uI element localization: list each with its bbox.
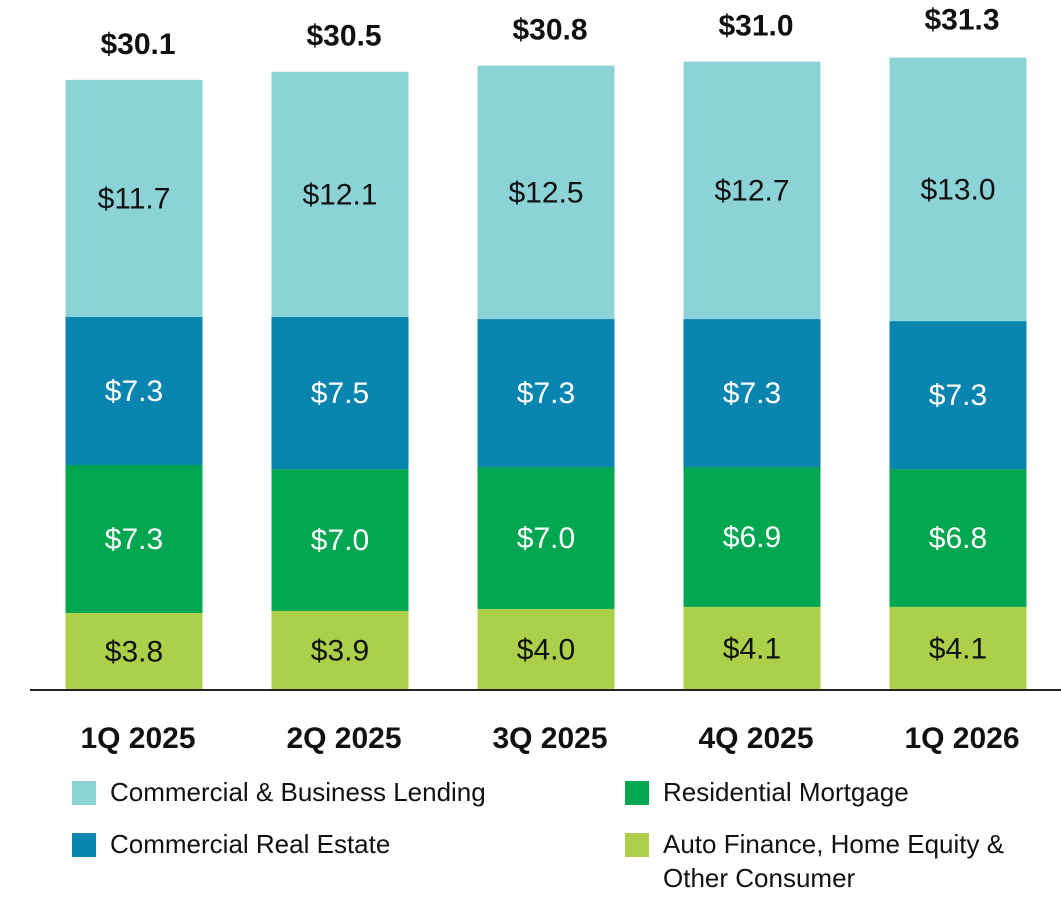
x-tick-label: 3Q 2025 [492,722,607,755]
legend-swatch [72,833,96,857]
legend-label: Auto Finance, Home Equity & Other Consum… [663,829,1005,893]
segment-label: $7.3 [517,377,575,410]
legend-swatch [625,833,649,857]
bar-segment [65,79,203,318]
bar-segment [271,317,409,470]
legend-swatch [625,781,649,805]
bar-segment [65,612,203,690]
segment-label: $4.0 [517,633,575,666]
segment-label: $13.0 [920,173,995,206]
x-tick-label: 4Q 2025 [698,722,813,755]
x-tick-label: 2Q 2025 [286,722,401,755]
bar-segment [65,465,203,613]
segment-label: $7.0 [517,522,575,555]
segment-label: $4.1 [929,632,987,665]
x-tick-label: 1Q 2025 [80,722,195,755]
bar-segment [271,469,409,611]
bar-segment [271,71,409,318]
segment-label: $7.3 [105,523,163,556]
legend-swatch [72,781,96,805]
segment-label: $7.3 [105,375,163,408]
bar-segment [683,467,821,607]
legend-label: Commercial Real Estate [110,829,391,859]
segment-label: $3.8 [105,635,163,668]
bar-segment [271,610,409,690]
bar-segment [683,606,821,690]
segment-label: $6.8 [929,522,987,555]
segment-label: $11.7 [98,182,171,215]
segment-label: $6.9 [723,521,781,554]
bar-segment [477,608,615,690]
total-label: $30.8 [512,14,587,47]
bar-segment [889,57,1027,322]
segment-label: $4.1 [723,632,781,665]
total-label: $31.0 [718,10,793,43]
total-label: $30.1 [100,28,175,61]
total-label: $31.3 [924,3,999,36]
segment-label: $7.0 [311,524,369,557]
segment-label: $12.7 [714,174,789,207]
legend-label: Commercial & Business Lending [110,777,486,807]
bar-segment [477,65,615,320]
bar-segment [683,61,821,320]
segment-label: $12.5 [508,176,583,209]
bar-segment [477,467,615,609]
legend-label: Residential Mortgage [663,777,909,807]
segment-label: $12.1 [302,178,377,211]
bar-segment [889,606,1027,690]
bar-segment [65,317,203,466]
segment-label: $7.3 [929,379,987,412]
total-label: $30.5 [306,20,381,53]
bar-segment [889,469,1027,607]
x-tick-label: 1Q 2026 [904,722,1019,755]
segment-label: $7.5 [311,377,369,410]
bar-segment [683,319,821,468]
segment-label: $3.9 [311,634,369,667]
bar-segment [889,321,1027,470]
segment-label: $7.3 [723,377,781,410]
bar-segment [477,319,615,468]
